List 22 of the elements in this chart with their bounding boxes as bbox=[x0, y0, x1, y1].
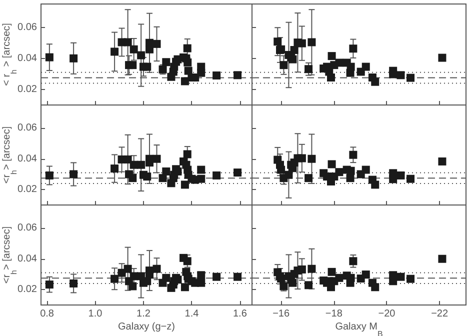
y-tick-label: 0.02 bbox=[18, 284, 38, 296]
y-axis-title: < rh > [arcsec] bbox=[2, 22, 18, 86]
x-tick-label: 1.2 bbox=[136, 308, 151, 320]
y-axis-title: <rh> [arcsec] bbox=[2, 226, 18, 284]
x-tick-label: 1.4 bbox=[184, 308, 200, 320]
y-tick-label: 0.06 bbox=[18, 222, 38, 234]
y-tick-label: 0.06 bbox=[18, 22, 38, 33]
y-tick-label: 0.04 bbox=[18, 52, 38, 64]
y-tick-label: 0.02 bbox=[18, 184, 38, 196]
x-tick-label: −16 bbox=[272, 308, 290, 320]
y-tick-label: 0.06 bbox=[18, 122, 38, 134]
x-axis-title: Galaxy (g−z) bbox=[118, 322, 175, 332]
x-tick-label: −20 bbox=[378, 308, 396, 320]
x-tick-label: −18 bbox=[325, 308, 343, 320]
y-tick-label: 0.02 bbox=[18, 84, 38, 95]
y-axis-title: <rh> [arcsec] bbox=[2, 126, 18, 184]
x-tick-label: 0.8 bbox=[40, 308, 54, 320]
x-tick-label: −22 bbox=[431, 308, 448, 320]
y-tick-label: 0.04 bbox=[18, 253, 38, 264]
y-tick-label: 0.04 bbox=[18, 153, 38, 164]
x-tick-label: 1.6 bbox=[232, 308, 248, 320]
x-tick-label: 1.0 bbox=[88, 308, 103, 320]
